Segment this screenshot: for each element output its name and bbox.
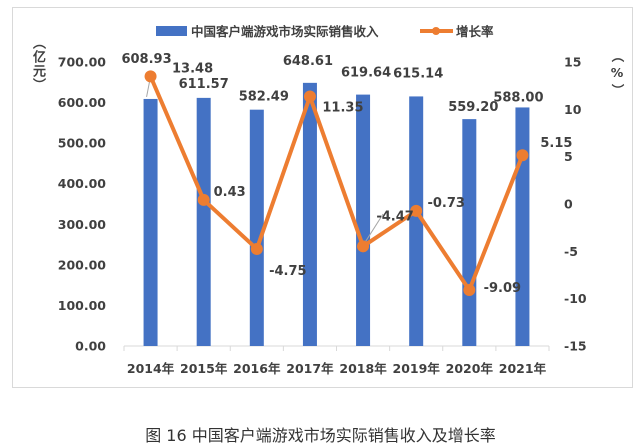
x-tick-label: 2014年 bbox=[127, 361, 175, 376]
right-tick-label: -15 bbox=[564, 339, 587, 354]
x-tick-label: 2016年 bbox=[233, 361, 281, 376]
line-data-label: -4.75 bbox=[269, 264, 306, 279]
x-tick-label: 2015年 bbox=[180, 361, 228, 376]
left-tick-label: 400.00 bbox=[58, 176, 107, 191]
x-tick-label: 2021年 bbox=[499, 361, 547, 376]
left-axis-unit-label: （亿元） bbox=[30, 36, 45, 92]
bar-data-label: 608.93 bbox=[121, 52, 171, 67]
left-tick-label: 200.00 bbox=[58, 257, 107, 272]
legend-line-marker bbox=[432, 27, 440, 35]
leader-line bbox=[364, 213, 384, 243]
right-axis-unit-label: % bbox=[611, 65, 624, 80]
growth-rate-point-2021年 bbox=[516, 149, 529, 162]
bar-2018年 bbox=[356, 94, 371, 346]
right-tick-label: 5 bbox=[564, 149, 573, 164]
growth-rate-point-2019年 bbox=[410, 204, 423, 217]
growth-rate-point-2018年 bbox=[357, 240, 370, 253]
legend-bar-label: 中国客户端游戏市场实际销售收入 bbox=[191, 24, 379, 39]
bar-2016年 bbox=[249, 109, 264, 347]
legend-bar-swatch bbox=[156, 26, 187, 36]
right-tick-label: 10 bbox=[564, 102, 582, 117]
bar-2021年 bbox=[515, 107, 530, 346]
right-axis-unit-label: ） bbox=[610, 84, 625, 97]
x-tick-label: 2019年 bbox=[393, 361, 441, 376]
left-tick-label: 500.00 bbox=[58, 136, 107, 151]
bar-data-label: 611.57 bbox=[179, 77, 229, 92]
right-axis-unit-label: （ bbox=[610, 50, 625, 63]
bar-data-label: 588.00 bbox=[493, 90, 543, 105]
left-tick-label: 100.00 bbox=[58, 298, 107, 313]
chart-frame bbox=[12, 7, 633, 388]
figure-caption: 图 16 中国客户端游戏市场实际销售收入及增长率 bbox=[145, 426, 496, 445]
line-data-label: 11.35 bbox=[322, 101, 363, 116]
bar-2020年 bbox=[462, 119, 477, 346]
x-tick-label: 2017年 bbox=[286, 361, 334, 376]
left-tick-label: 0.00 bbox=[75, 339, 106, 354]
legend-line-label: 增长率 bbox=[456, 24, 494, 39]
bar-data-label: 582.49 bbox=[239, 90, 289, 105]
bar-2017年 bbox=[302, 82, 317, 346]
left-tick-label: 300.00 bbox=[58, 217, 107, 232]
growth-rate-point-2015年 bbox=[197, 193, 210, 206]
growth-rate-line bbox=[148, 75, 525, 293]
bar-2015年 bbox=[196, 97, 211, 346]
line-data-label: -4.47 bbox=[376, 209, 413, 224]
bar-data-label: 648.61 bbox=[283, 54, 333, 69]
x-tick-label: 2020年 bbox=[446, 361, 494, 376]
bar-data-label: 615.14 bbox=[393, 66, 443, 81]
growth-rate-point-2016年 bbox=[250, 242, 263, 255]
bar-2014年 bbox=[143, 98, 158, 347]
line-data-label: 5.15 bbox=[540, 136, 572, 151]
right-tick-label: -5 bbox=[564, 244, 578, 259]
left-tick-label: 700.00 bbox=[58, 55, 107, 70]
right-tick-label: 15 bbox=[564, 55, 581, 70]
right-tick-label: 0 bbox=[564, 197, 573, 212]
line-data-label: -0.73 bbox=[427, 196, 464, 211]
growth-rate-point-2017年 bbox=[303, 90, 316, 103]
growth-rate-point-2020年 bbox=[463, 284, 476, 297]
right-tick-label: -10 bbox=[564, 291, 587, 306]
line-data-label: -9.09 bbox=[484, 281, 521, 296]
line-data-label: 13.48 bbox=[172, 61, 213, 76]
line-data-label: 0.43 bbox=[214, 185, 246, 200]
bar-2019年 bbox=[409, 96, 424, 346]
left-tick-label: 600.00 bbox=[58, 95, 107, 110]
bar-data-label: 619.64 bbox=[341, 66, 391, 81]
x-tick-label: 2018年 bbox=[339, 361, 387, 376]
growth-rate-point-2014年 bbox=[144, 70, 157, 83]
bar-data-label: 559.20 bbox=[448, 100, 498, 115]
